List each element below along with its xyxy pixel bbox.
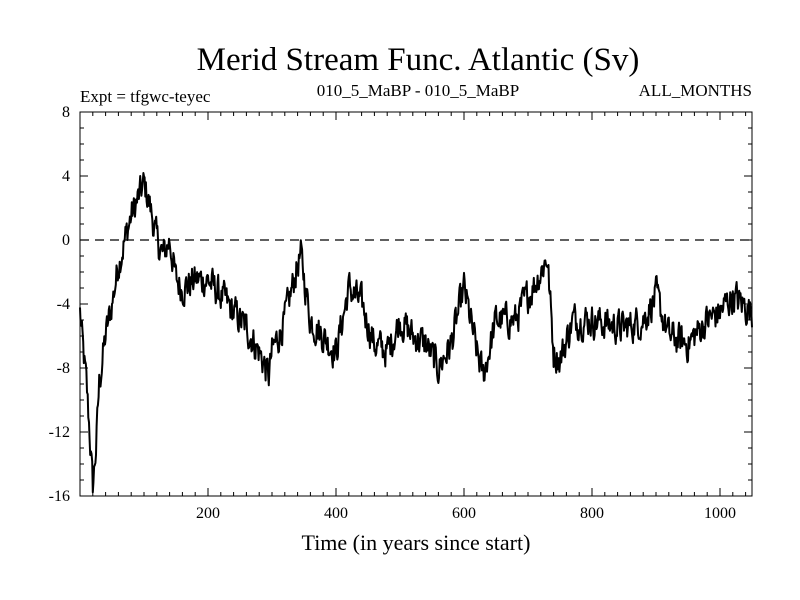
expt-label: Expt = tfgwc-teyec	[80, 87, 211, 106]
chart-title: Merid Stream Func. Atlantic (Sv)	[197, 42, 640, 78]
y-tick-label: 0	[62, 232, 70, 249]
x-tick-label: 400	[324, 505, 348, 522]
x-tick-label: 600	[452, 505, 476, 522]
y-tick-label: -16	[49, 488, 70, 505]
y-tick-label: 8	[62, 104, 70, 121]
y-tick-label: -8	[57, 360, 70, 377]
x-tick-label: 200	[196, 505, 220, 522]
tick-marks	[80, 112, 752, 496]
y-tick-label: 4	[62, 168, 70, 185]
x-tick-labels: 200 400 600 800 1000	[196, 505, 736, 522]
y-tick-labels: 8 4 0 -4 -8 -12 -16	[49, 104, 70, 505]
plot-area	[79, 111, 753, 497]
y-tick-label: -12	[49, 424, 70, 441]
period-label: 010_5_MaBP - 010_5_MaBP	[317, 81, 519, 100]
months-label: ALL_MONTHS	[639, 81, 752, 100]
y-tick-label: -4	[57, 296, 70, 313]
x-axis-label: Time (in years since start)	[302, 530, 531, 555]
series-line	[79, 172, 753, 494]
x-tick-label: 1000	[704, 505, 736, 522]
x-tick-label: 800	[580, 505, 604, 522]
